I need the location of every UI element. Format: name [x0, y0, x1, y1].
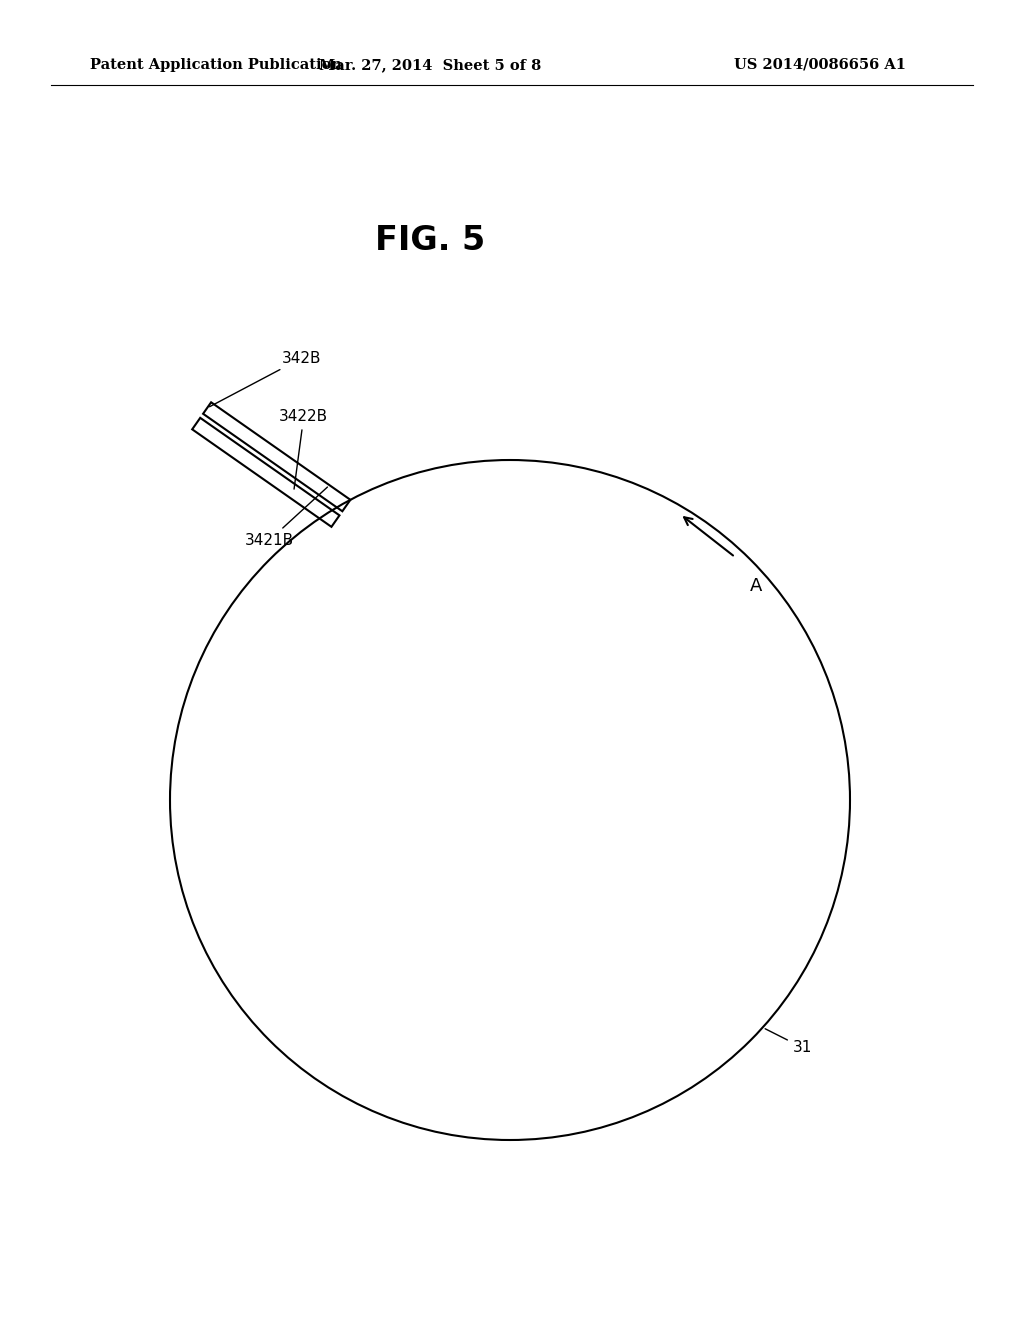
Text: US 2014/0086656 A1: US 2014/0086656 A1 [734, 58, 906, 73]
Text: 342B: 342B [210, 351, 322, 407]
Text: Patent Application Publication: Patent Application Publication [90, 58, 342, 73]
Text: A: A [751, 577, 763, 595]
Text: 3422B: 3422B [280, 409, 329, 490]
Text: FIG. 5: FIG. 5 [375, 223, 485, 256]
Text: 3421B: 3421B [245, 487, 328, 548]
Text: Mar. 27, 2014  Sheet 5 of 8: Mar. 27, 2014 Sheet 5 of 8 [318, 58, 541, 73]
Text: 31: 31 [765, 1028, 812, 1055]
